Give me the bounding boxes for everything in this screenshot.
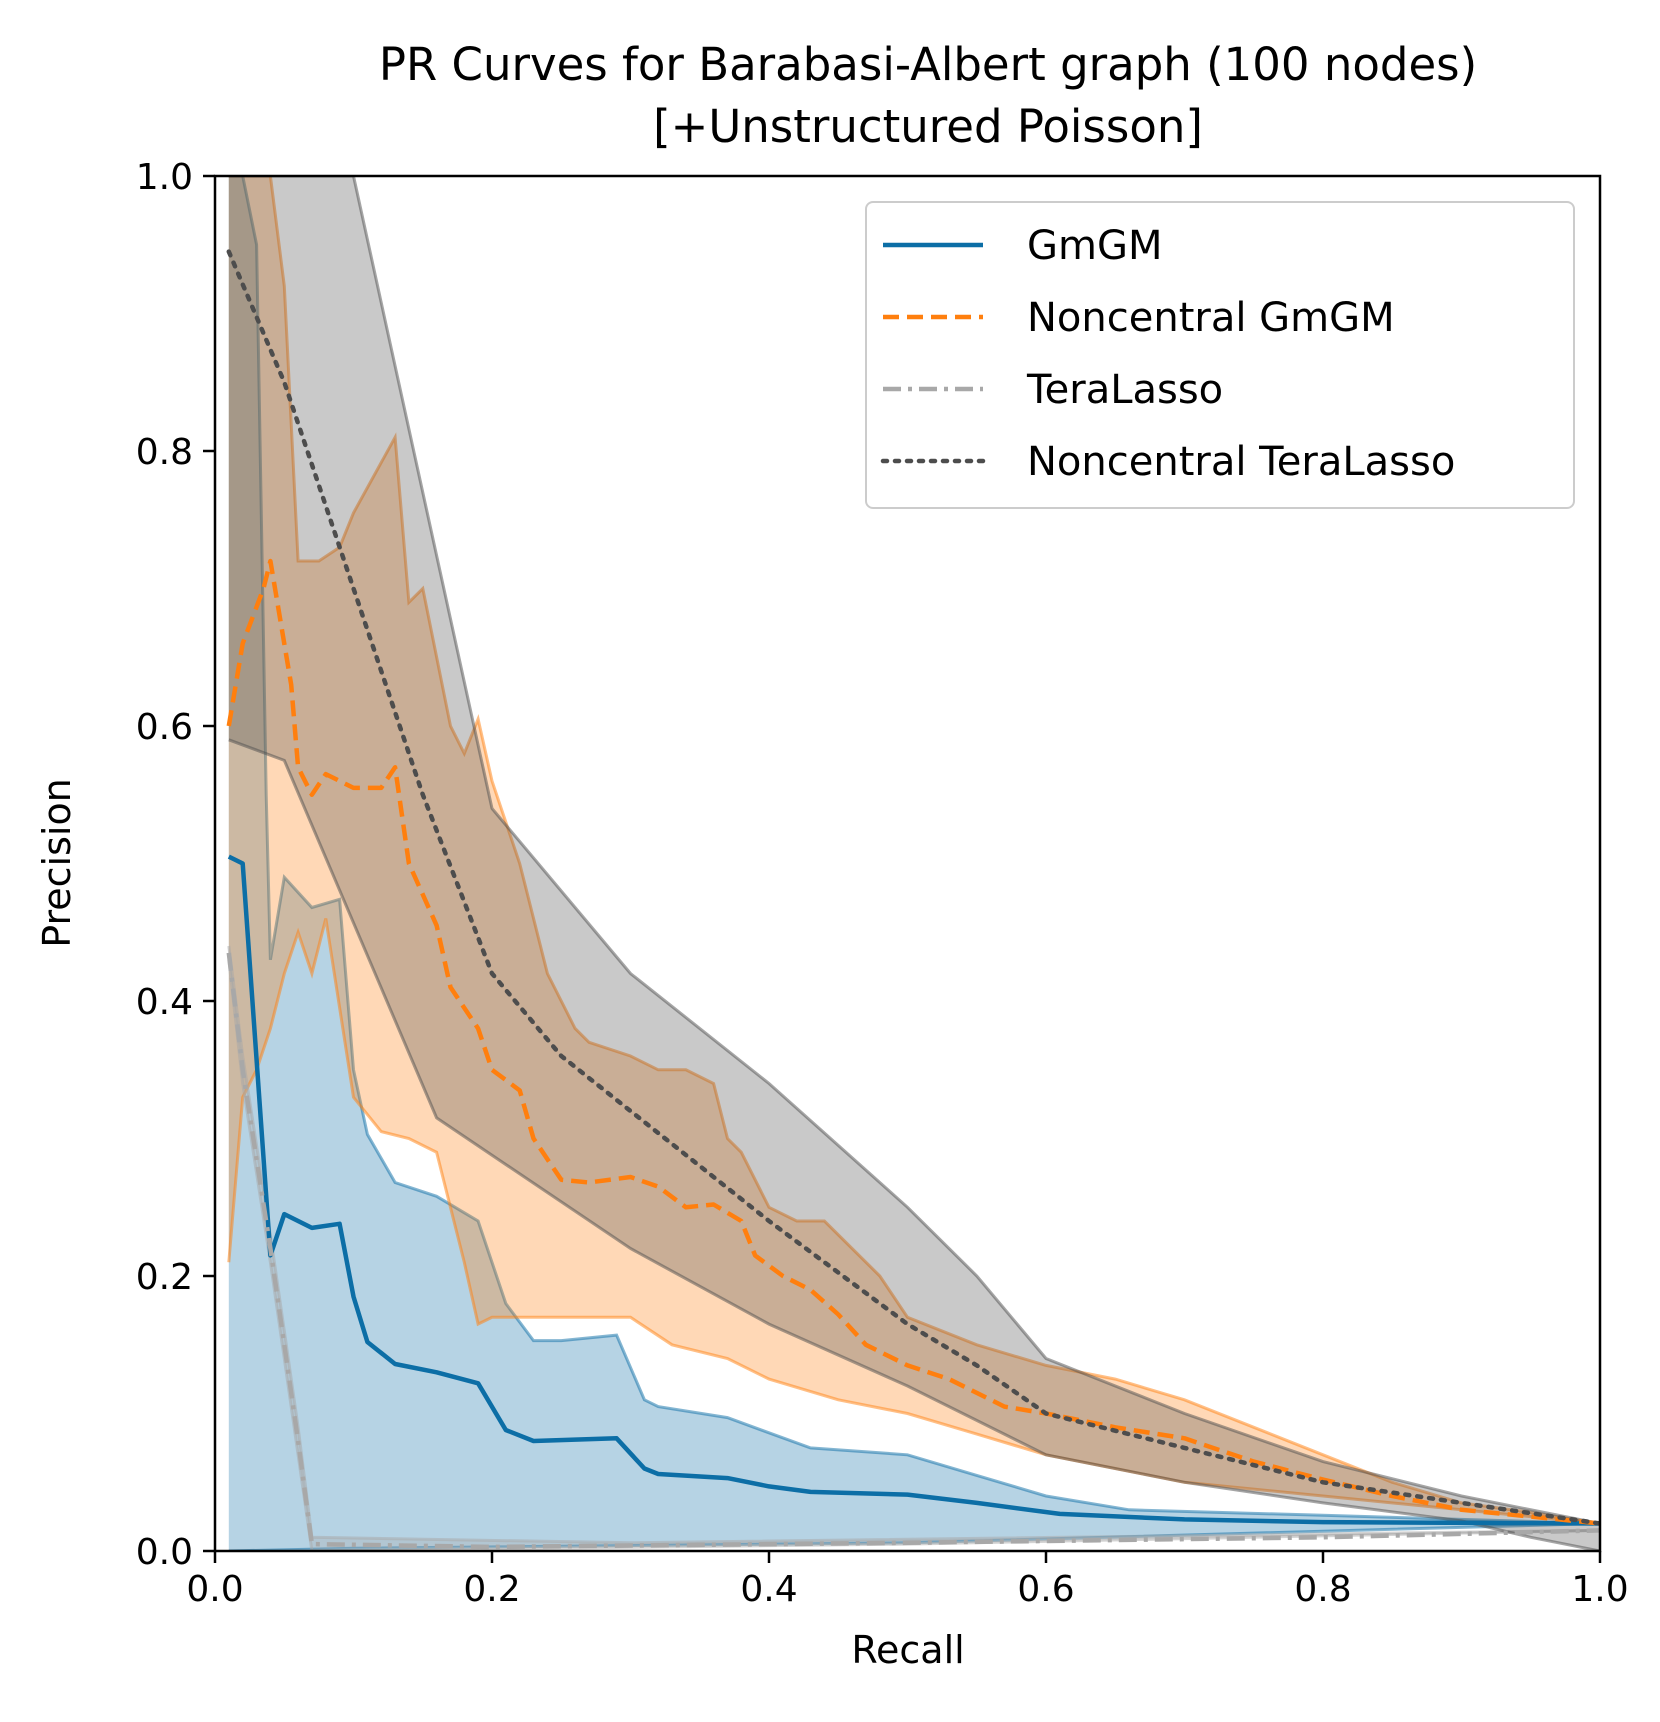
y-tick-label: 0.2 [136,1257,193,1298]
teralasso-line [226,952,1600,1550]
series-lines [226,249,1600,1550]
x-tick-label: 0.2 [463,1569,520,1610]
legend-box [865,201,1575,509]
gmgm-line [227,854,1600,1526]
noncentral-teralasso-band-upper-edge [228,176,1600,1525]
x-tick-label: 0.6 [1017,1569,1074,1610]
y-axis-label: Precision [35,778,79,948]
gmgm-band-upper-edge [228,176,1600,1525]
y-tick-label: 0.6 [136,707,193,748]
x-tick-label: 1.0 [1571,1569,1628,1610]
noncentral-teralasso-line [226,249,1600,1526]
x-tick-label: 0.0 [186,1569,243,1610]
y-tick-label: 0.4 [136,982,193,1023]
noncentral-gmgm-legend-label: Noncentral GmGM [1027,295,1395,341]
legend[interactable]: GmGM Noncentral GmGM TeraLasso Noncentral T… [865,201,1575,509]
x-axis-label: Recall [851,1628,964,1672]
confidence-bands [227,176,1600,1551]
y-tick-label: 1.0 [136,157,193,198]
noncentral-teralasso-legend-label: Noncentral TeraLasso [1027,439,1455,485]
noncentral-gmgm-band-upper-edge [228,176,1600,1525]
plot-area [213,174,1602,1553]
noncentral-gmgm-band [228,176,1600,1524]
x-axis-ticks: 0.0 0.2 0.4 0.6 0.8 1.0 [186,1551,1629,1610]
x-tick-label: 0.4 [740,1569,797,1610]
gmgm-band [228,176,1600,1551]
y-axis-ticks: 0.0 0.2 0.4 0.6 0.8 1.0 [136,157,215,1573]
plot-frame [213,174,1602,1553]
gmgm-legend-label: GmGM [1027,223,1162,269]
noncentral-gmgm-line [226,558,1600,1526]
chart-title: PR Curves for Barabasi-Albert graph (100… [379,38,1477,91]
chart-subtitle: [+Unstructured Poisson] [653,100,1203,153]
y-tick-label: 0.0 [136,1532,193,1573]
teralasso-legend-label: TeraLasso [1026,367,1223,413]
x-tick-label: 0.8 [1294,1569,1351,1610]
y-tick-label: 0.8 [136,432,193,473]
